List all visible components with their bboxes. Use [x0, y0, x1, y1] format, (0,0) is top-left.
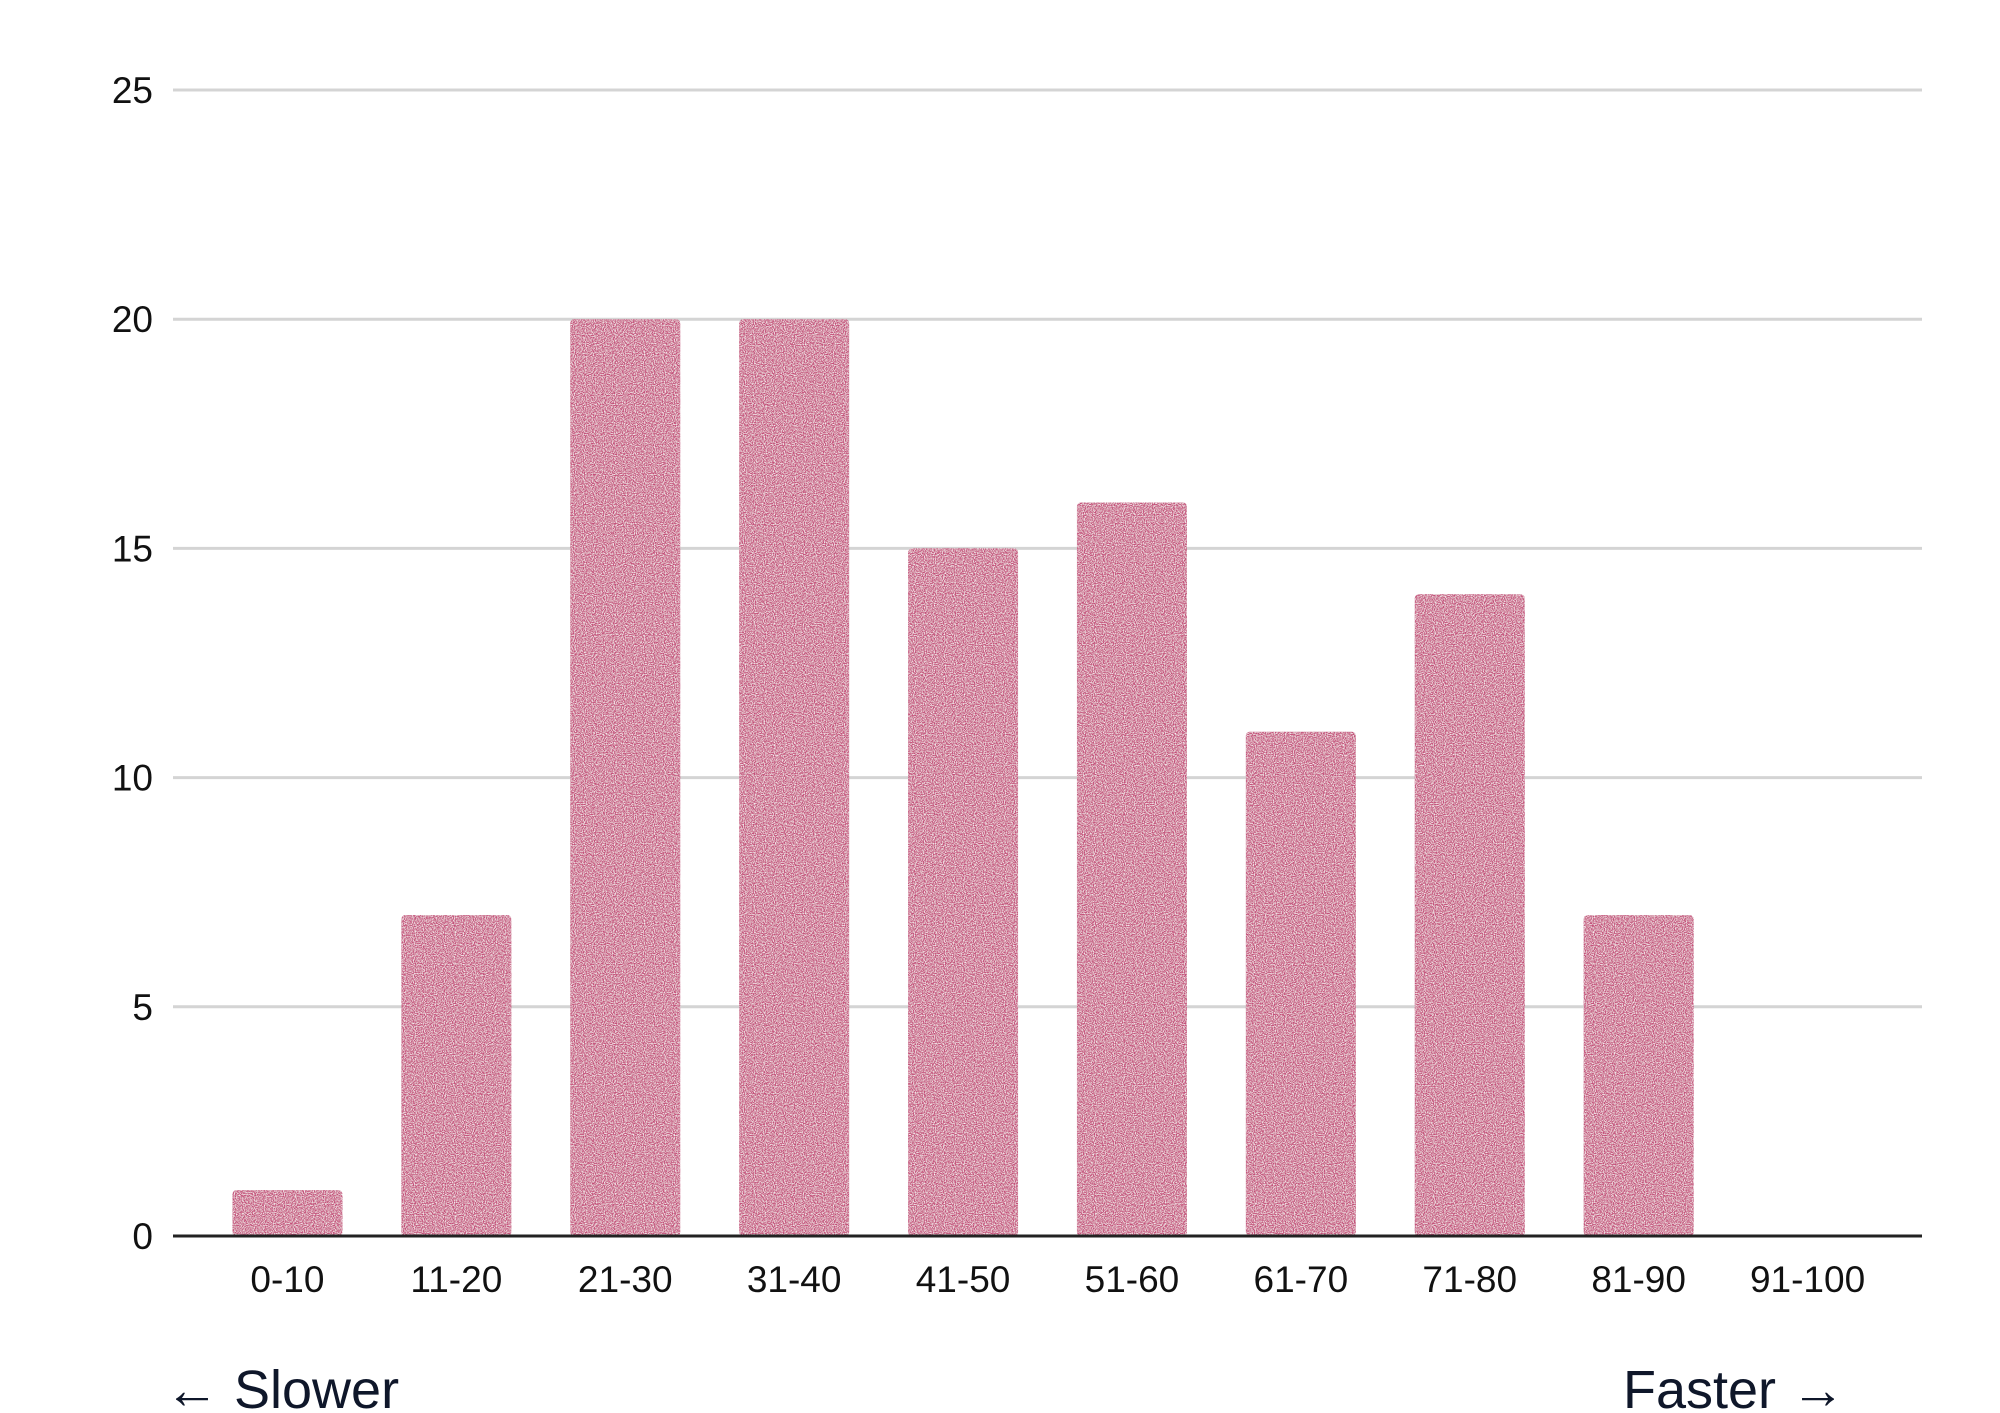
x-tick-label: 21-30 — [578, 1259, 673, 1300]
bar-21-30 — [570, 319, 681, 1236]
y-axis-ticks: 0 5 10 15 20 25 — [112, 70, 153, 1257]
bar-11-20 — [401, 915, 512, 1236]
y-tick-label: 15 — [112, 528, 153, 569]
x-tick-label: 91-100 — [1750, 1259, 1865, 1300]
gridlines — [173, 88, 1922, 1009]
bar-41-50 — [908, 548, 1019, 1236]
x-tick-label: 41-50 — [916, 1259, 1011, 1300]
y-tick-label: 5 — [132, 987, 153, 1028]
bar-81-90 — [1583, 915, 1694, 1236]
y-tick-label: 0 — [132, 1216, 153, 1257]
x-tick-label: 61-70 — [1254, 1259, 1349, 1300]
y-tick-label: 10 — [112, 758, 153, 799]
x-tick-label: 71-80 — [1422, 1259, 1517, 1300]
bar-31-40 — [739, 319, 850, 1236]
x-axis-ticks: 0-10 11-20 21-30 31-40 41-50 51-60 61-70 71-80 8… — [250, 1259, 1865, 1300]
bar-61-70 — [1245, 731, 1356, 1236]
x-tick-label: 51-60 — [1085, 1259, 1180, 1300]
bar-51-60 — [1076, 502, 1187, 1236]
x-tick-label: 81-90 — [1591, 1259, 1686, 1300]
y-tick-label: 20 — [112, 299, 153, 340]
faster-annotation: Faster → — [1623, 1360, 1845, 1413]
bars — [232, 319, 1694, 1236]
y-tick-label: 25 — [112, 70, 153, 111]
x-tick-label: 0-10 — [250, 1259, 324, 1300]
bar-71-80 — [1414, 594, 1525, 1236]
x-tick-label: 31-40 — [747, 1259, 842, 1300]
slower-annotation: ← Slower — [165, 1360, 399, 1413]
x-tick-label: 11-20 — [410, 1259, 502, 1300]
bar-0-10 — [232, 1190, 343, 1236]
